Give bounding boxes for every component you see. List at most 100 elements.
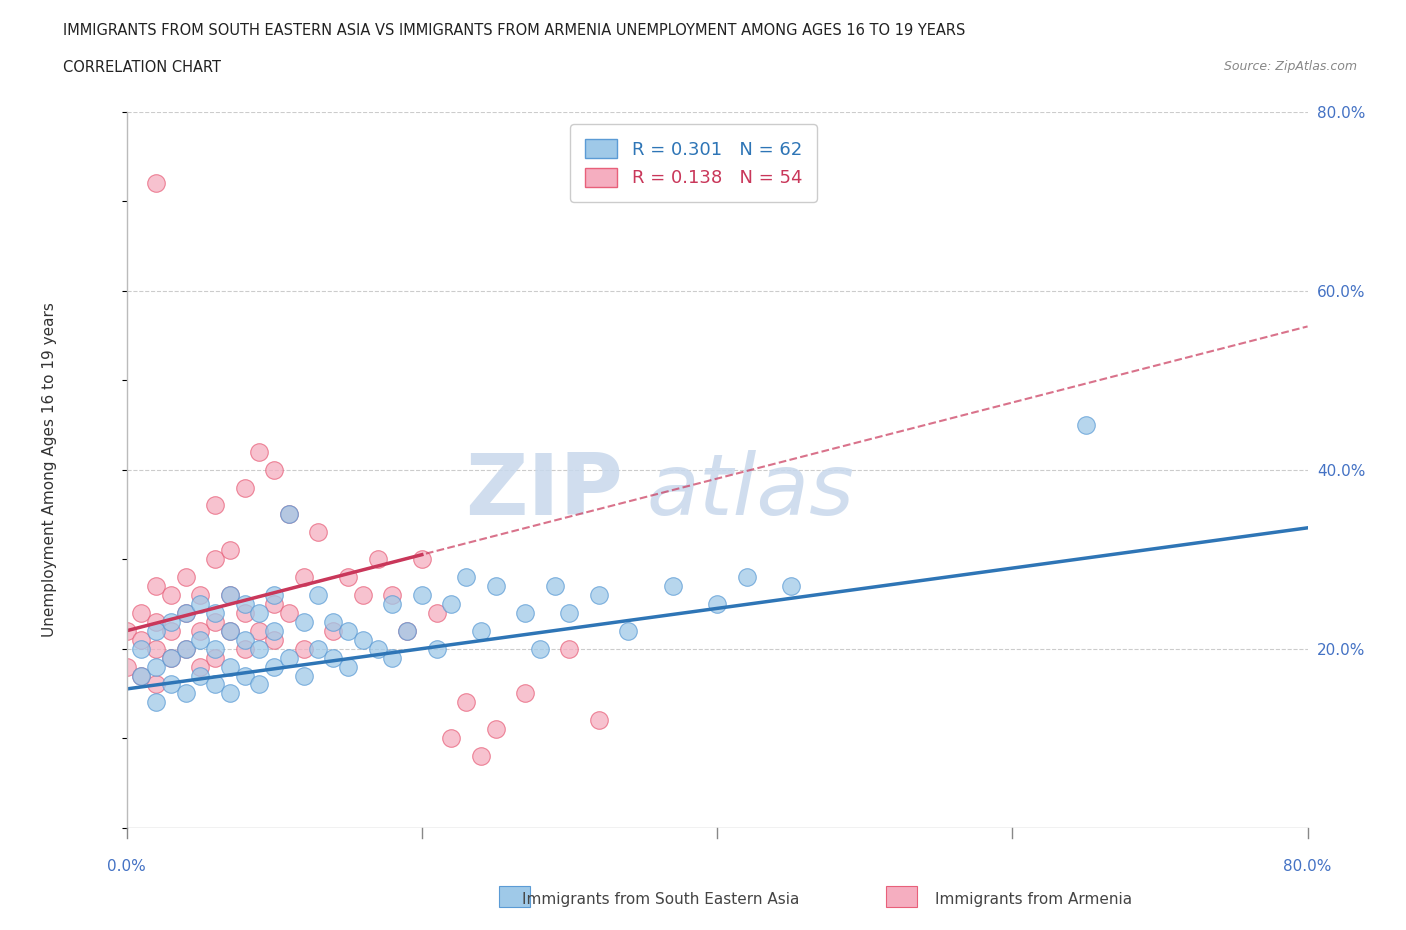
Point [381, 588, 404, 603]
Point [129, 668, 153, 683]
Point [204, 551, 226, 566]
Point [352, 588, 374, 603]
Point [233, 605, 256, 620]
Point [188, 596, 211, 611]
Point [661, 578, 683, 593]
Point [145, 659, 167, 674]
Point [145, 578, 167, 593]
Point [174, 642, 197, 657]
Point [425, 642, 447, 657]
Point [454, 695, 477, 710]
Text: ZIP: ZIP [465, 449, 623, 533]
Point [292, 569, 315, 585]
Point [204, 605, 226, 620]
Point [219, 623, 242, 638]
Point [204, 642, 226, 657]
Point [159, 650, 183, 665]
Point [292, 642, 315, 657]
Point [145, 677, 167, 692]
Point [381, 650, 404, 665]
Point [617, 623, 640, 638]
Point [352, 632, 374, 647]
Point [188, 623, 211, 638]
Point [159, 623, 183, 638]
Point [706, 596, 728, 611]
Point [558, 642, 581, 657]
Point [204, 498, 226, 513]
Point [174, 605, 197, 620]
Text: IMMIGRANTS FROM SOUTH EASTERN ASIA VS IMMIGRANTS FROM ARMENIA UNEMPLOYMENT AMONG: IMMIGRANTS FROM SOUTH EASTERN ASIA VS IM… [63, 23, 966, 38]
Point [129, 605, 153, 620]
Point [219, 588, 242, 603]
Text: Immigrants from South Eastern Asia: Immigrants from South Eastern Asia [522, 892, 800, 907]
Point [292, 615, 315, 630]
Point [543, 578, 565, 593]
Point [425, 605, 447, 620]
Point [396, 623, 419, 638]
Point [322, 623, 344, 638]
Text: CORRELATION CHART: CORRELATION CHART [63, 60, 221, 75]
Point [174, 569, 197, 585]
Point [515, 605, 537, 620]
Point [204, 677, 226, 692]
Point [307, 588, 329, 603]
Point [115, 623, 138, 638]
Text: atlas: atlas [647, 449, 855, 533]
Point [188, 659, 211, 674]
Point [263, 596, 285, 611]
Point [470, 623, 492, 638]
Point [484, 578, 508, 593]
Point [307, 525, 329, 539]
Point [129, 642, 153, 657]
Point [188, 632, 211, 647]
Point [278, 507, 301, 522]
Point [204, 650, 226, 665]
Point [292, 668, 315, 683]
Point [278, 507, 301, 522]
Point [247, 445, 270, 459]
Point [337, 659, 360, 674]
Point [515, 686, 537, 701]
Point [484, 722, 508, 737]
Point [263, 632, 285, 647]
Point [129, 668, 153, 683]
Point [219, 543, 242, 558]
Point [278, 650, 301, 665]
Point [159, 677, 183, 692]
Point [247, 605, 270, 620]
Point [159, 650, 183, 665]
Point [263, 588, 285, 603]
Text: 80.0%: 80.0% [1284, 859, 1331, 874]
Point [219, 623, 242, 638]
Point [1076, 418, 1098, 432]
Legend: R = 0.301   N = 62, R = 0.138   N = 54: R = 0.301 N = 62, R = 0.138 N = 54 [571, 125, 817, 202]
Point [322, 615, 344, 630]
Text: Unemployment Among Ages 16 to 19 years: Unemployment Among Ages 16 to 19 years [42, 302, 58, 637]
Point [440, 596, 463, 611]
Point [247, 623, 270, 638]
Point [263, 462, 285, 477]
Point [159, 588, 183, 603]
Point [219, 588, 242, 603]
Point [278, 605, 301, 620]
Point [337, 569, 360, 585]
Point [588, 588, 610, 603]
Point [145, 695, 167, 710]
Point [129, 632, 153, 647]
Point [219, 686, 242, 701]
Point [219, 659, 242, 674]
Point [263, 659, 285, 674]
Point [233, 632, 256, 647]
Point [529, 642, 551, 657]
Point [145, 623, 167, 638]
Point [145, 615, 167, 630]
Point [233, 668, 256, 683]
Point [454, 569, 477, 585]
Point [188, 668, 211, 683]
Point [411, 588, 433, 603]
Point [174, 605, 197, 620]
Point [307, 642, 329, 657]
Point [188, 588, 211, 603]
Point [233, 480, 256, 495]
Point [174, 686, 197, 701]
